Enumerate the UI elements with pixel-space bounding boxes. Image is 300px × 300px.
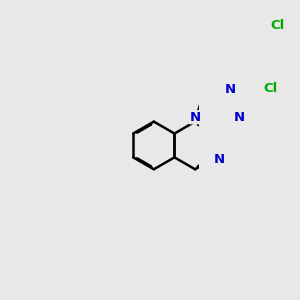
Text: Cl: Cl bbox=[270, 19, 284, 32]
Text: N: N bbox=[214, 153, 225, 166]
Text: N: N bbox=[190, 111, 201, 124]
Text: Cl: Cl bbox=[263, 82, 278, 95]
Text: N: N bbox=[234, 111, 245, 124]
Text: N: N bbox=[225, 83, 236, 96]
